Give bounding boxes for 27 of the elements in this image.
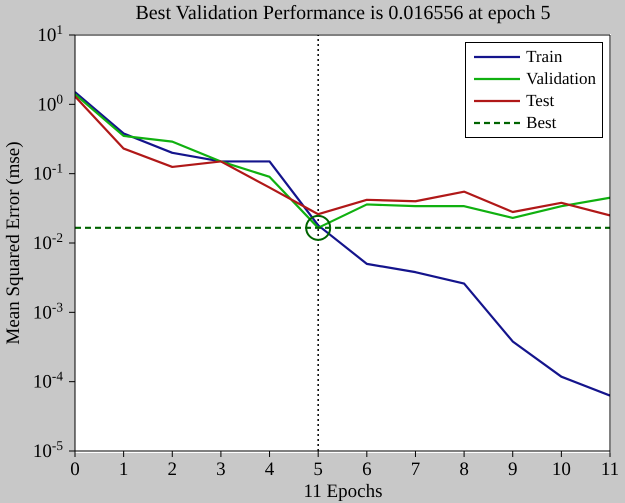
legend-label: Test	[526, 90, 554, 112]
x-tick-label: 6	[362, 459, 372, 480]
y-axis-title: Mean Squared Error (mse)	[3, 141, 25, 345]
legend-label: Train	[526, 46, 562, 68]
line-series	[75, 91, 610, 397]
x-tick-label: 1	[118, 459, 128, 480]
x-axis-title: 11 Epochs	[302, 481, 384, 502]
x-tick-label: 8	[459, 459, 469, 480]
y-tick-label: 10$^{1}$	[37, 22, 63, 46]
x-tick-label: 5	[313, 459, 323, 480]
chart-title: Best Validation Performance is 0.016556 at epoch 5	[134, 2, 552, 25]
y-tick-label: 10$^{-3}$	[32, 298, 64, 324]
x-tick-label: 7	[410, 459, 420, 480]
x-tick-label: 10	[552, 459, 571, 480]
y-tick-label: 10$^{0}$	[37, 90, 64, 116]
x-tick-label: 9	[508, 459, 518, 480]
y-tick-label: 10$^{-5}$	[32, 438, 64, 462]
y-tick-label: 10$^{-2}$	[32, 230, 63, 254]
legend-label: Validation	[526, 68, 596, 90]
x-tick-label: 4	[264, 459, 275, 480]
x-tick-label: 11	[600, 459, 620, 480]
x-tick-label: 3	[216, 459, 226, 480]
y-tick-label: 10$^{-1}$	[32, 160, 63, 185]
legend-label: Best	[526, 112, 556, 134]
y-tick-label: 10$^{-4}$	[32, 368, 64, 393]
x-tick-label: 0	[70, 459, 80, 480]
x-tick-label: 2	[168, 459, 178, 480]
